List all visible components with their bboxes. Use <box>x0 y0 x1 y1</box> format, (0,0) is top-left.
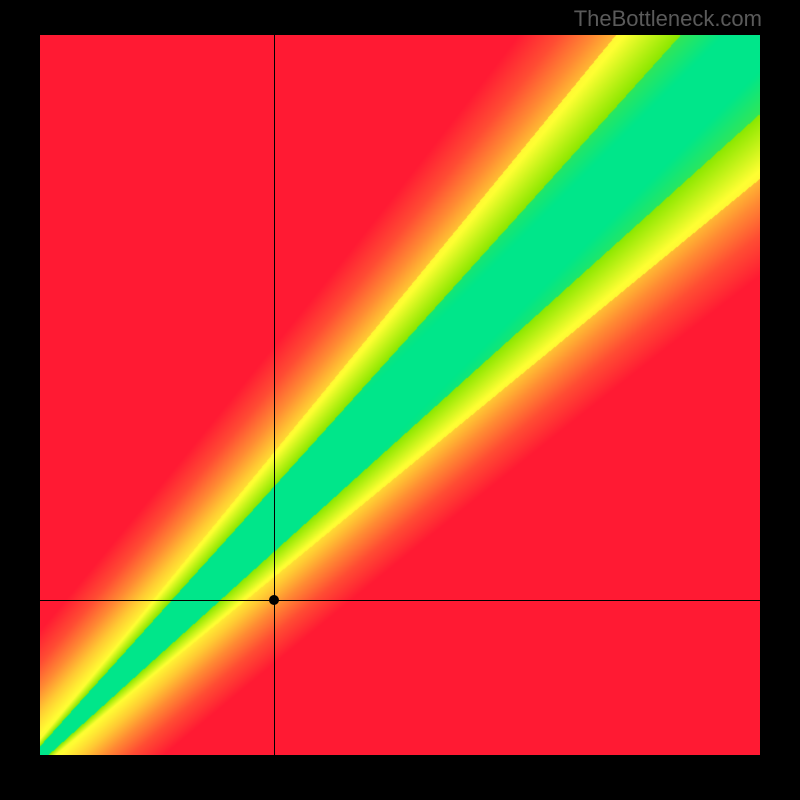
crosshair-horizontal <box>40 600 760 601</box>
crosshair-vertical <box>274 35 275 755</box>
watermark-text: TheBottleneck.com <box>574 6 762 32</box>
heatmap-canvas <box>40 35 760 755</box>
bottleneck-heatmap <box>40 35 760 755</box>
crosshair-marker <box>269 595 279 605</box>
